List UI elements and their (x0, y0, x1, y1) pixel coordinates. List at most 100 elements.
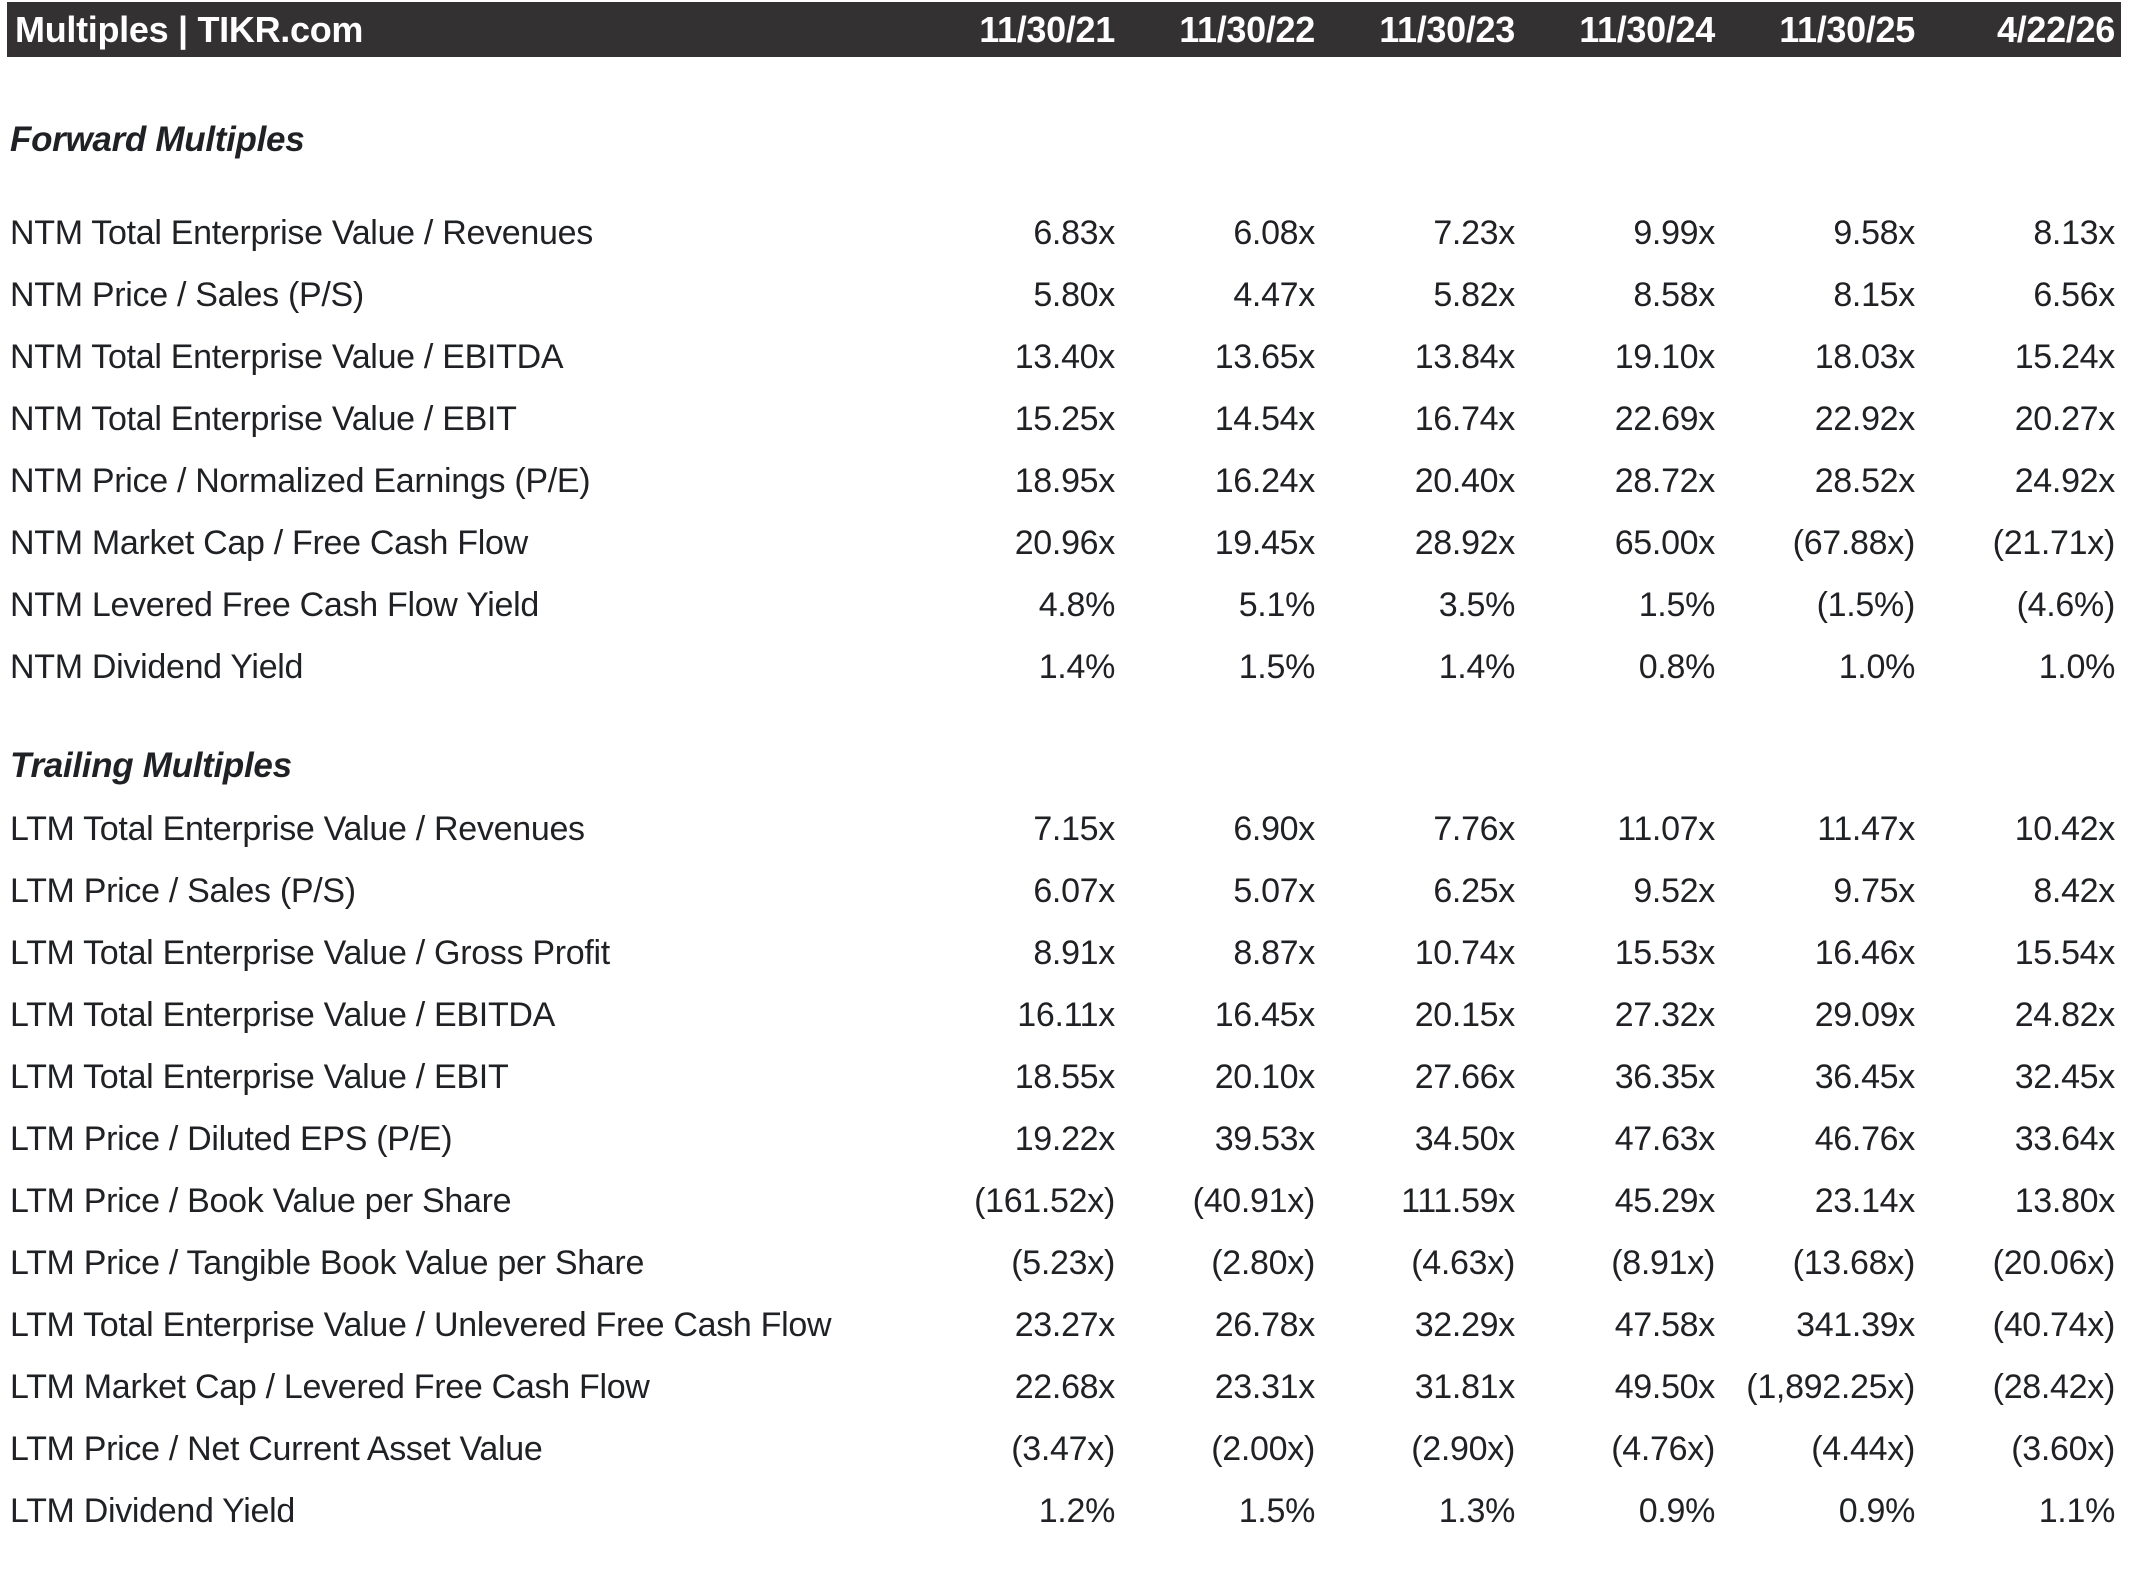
row-value: 1.1% (2038, 1491, 2116, 1530)
row-value: 13.40x (1014, 337, 1116, 376)
row-value: 34.50x (1414, 1119, 1516, 1158)
row-value: 7.76x (1433, 809, 1515, 848)
row-value: 15.24x (2014, 337, 2116, 376)
row-value: 16.45x (1214, 995, 1316, 1034)
row-value: 8.15x (1833, 275, 1915, 314)
row-value: 6.83x (1033, 213, 1115, 252)
row-value: 27.32x (1614, 995, 1716, 1034)
row-label: LTM Total Enterprise Value / EBIT (10, 1057, 509, 1096)
row-value: (4.6%) (2016, 585, 2116, 624)
row-value: (67.88x) (1792, 523, 1916, 562)
row-label: NTM Price / Sales (P/S) (10, 275, 364, 314)
row-value: 28.92x (1414, 523, 1516, 562)
row-value: 26.78x (1214, 1305, 1316, 1344)
row-value: 11.07x (1617, 809, 1715, 848)
table-row: NTM Market Cap / Free Cash Flow 20.96x 19.… (10, 512, 2115, 574)
row-value: 33.64x (2014, 1119, 2116, 1158)
table-row: NTM Total Enterprise Value / Revenues 6.8… (10, 202, 2115, 264)
row-value: 1.2% (1038, 1491, 1116, 1530)
row-value: 13.80x (2014, 1181, 2116, 1220)
row-value: 19.22x (1014, 1119, 1116, 1158)
row-value: 20.27x (2014, 399, 2116, 438)
row-value: 22.92x (1814, 399, 1916, 438)
row-label: NTM Price / Normalized Earnings (P/E) (10, 461, 591, 500)
table-row: NTM Levered Free Cash Flow Yield 4.8% 5.1%… (10, 574, 2115, 636)
row-value: 32.45x (2014, 1057, 2116, 1096)
row-label: LTM Price / Tangible Book Value per Shar… (10, 1243, 645, 1282)
row-value: 36.45x (1814, 1057, 1916, 1096)
row-value: 32.29x (1414, 1305, 1516, 1344)
row-value: 6.25x (1433, 871, 1515, 910)
row-value: 49.50x (1614, 1367, 1716, 1406)
row-value: 20.10x (1214, 1057, 1316, 1096)
row-value: 28.52x (1814, 461, 1916, 500)
table-row: LTM Total Enterprise Value / Gross Profi… (10, 922, 2115, 984)
row-value: (40.74x) (1992, 1305, 2116, 1344)
row-value: (2.90x) (1411, 1429, 1515, 1468)
row-value: (3.47x) (1011, 1429, 1115, 1468)
table-row: LTM Price / Diluted EPS (P/E) 19.22x 39.53… (10, 1108, 2115, 1170)
row-label: LTM Price / Sales (P/S) (10, 871, 356, 910)
row-value: 11.47x (1817, 809, 1915, 848)
row-value: 23.14x (1814, 1181, 1916, 1220)
row-value: 28.72x (1614, 461, 1716, 500)
row-value: 14.54x (1214, 399, 1316, 438)
row-value: 5.07x (1233, 871, 1315, 910)
table-row: LTM Price / Sales (P/S) 6.07x 5.07x 6.25x 9.… (10, 860, 2115, 922)
column-header-date: 11/30/25 (1779, 8, 1915, 50)
row-value: 29.09x (1814, 995, 1916, 1034)
row-value: 1.5% (1238, 647, 1316, 686)
row-value: 22.68x (1014, 1367, 1116, 1406)
row-label: NTM Total Enterprise Value / Revenues (10, 213, 593, 252)
row-value: 8.87x (1233, 933, 1315, 972)
row-value: 20.40x (1414, 461, 1516, 500)
row-label: NTM Levered Free Cash Flow Yield (10, 585, 539, 624)
table-row: LTM Market Cap / Levered Free Cash Flow 2… (10, 1356, 2115, 1418)
row-value: 16.11x (1017, 995, 1115, 1034)
row-value: 6.56x (2033, 275, 2115, 314)
table-row: LTM Total Enterprise Value / EBIT 18.55x 2… (10, 1046, 2115, 1108)
row-label: LTM Total Enterprise Value / Gross Profi… (10, 933, 610, 972)
column-header-date: 11/30/24 (1579, 8, 1715, 50)
row-value: 4.8% (1038, 585, 1116, 624)
table-row: LTM Price / Net Current Asset Value (3.47… (10, 1418, 2115, 1480)
row-label: NTM Total Enterprise Value / EBITDA (10, 337, 564, 376)
row-value: (4.44x) (1811, 1429, 1915, 1468)
row-value: 27.66x (1414, 1057, 1516, 1096)
row-value: (2.80x) (1211, 1243, 1315, 1282)
row-label: LTM Total Enterprise Value / Unlevered F… (10, 1305, 832, 1344)
row-value: 8.42x (2033, 871, 2115, 910)
row-value: 9.99x (1633, 213, 1715, 252)
row-value: 15.53x (1614, 933, 1716, 972)
row-value: 111.59x (1401, 1181, 1515, 1220)
row-label: NTM Total Enterprise Value / EBIT (10, 399, 517, 438)
section-rows: LTM Total Enterprise Value / Revenues 7.1… (10, 798, 2115, 1542)
row-value: 47.58x (1614, 1305, 1716, 1344)
row-value: 16.46x (1814, 933, 1916, 972)
row-value: 24.82x (2014, 995, 2116, 1034)
section-heading: Trailing Multiples (10, 746, 292, 785)
row-label: NTM Market Cap / Free Cash Flow (10, 523, 528, 562)
row-label: LTM Market Cap / Levered Free Cash Flow (10, 1367, 650, 1406)
row-value: 15.54x (2014, 933, 2116, 972)
row-value: (21.71x) (1992, 523, 2116, 562)
table-row: LTM Total Enterprise Value / Revenues 7.1… (10, 798, 2115, 860)
section-rows: NTM Total Enterprise Value / Revenues 6.8… (10, 202, 2115, 698)
row-value: (8.91x) (1611, 1243, 1715, 1282)
row-value: 20.96x (1014, 523, 1116, 562)
row-value: 19.10x (1614, 337, 1716, 376)
row-value: (28.42x) (1992, 1367, 2116, 1406)
row-label: LTM Total Enterprise Value / EBITDA (10, 995, 556, 1034)
row-value: 22.69x (1614, 399, 1716, 438)
table-row: LTM Total Enterprise Value / Unlevered F… (10, 1294, 2115, 1356)
row-value: 1.3% (1438, 1491, 1516, 1530)
column-header-date: 11/30/22 (1179, 8, 1315, 50)
row-value: 16.24x (1214, 461, 1316, 500)
row-value: (4.63x) (1411, 1243, 1515, 1282)
row-value: (20.06x) (1992, 1243, 2116, 1282)
row-value: 23.31x (1214, 1367, 1316, 1406)
row-value: 1.0% (2038, 647, 2116, 686)
row-value: 1.5% (1238, 1491, 1316, 1530)
row-label: LTM Dividend Yield (10, 1491, 295, 1530)
row-value: 24.92x (2014, 461, 2116, 500)
